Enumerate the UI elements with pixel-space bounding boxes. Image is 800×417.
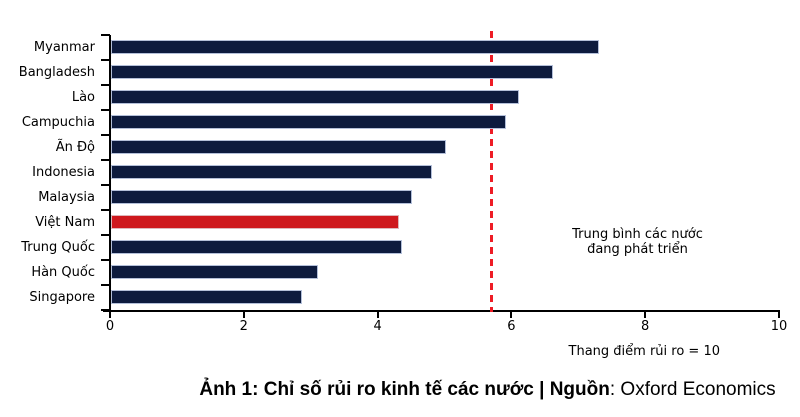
y-axis-tick — [101, 209, 110, 211]
x-tick-label-10: 10 — [770, 319, 788, 334]
y-axis-tick — [101, 184, 110, 186]
bar-indonesia — [111, 165, 433, 179]
category-label-viet-nam: Việt Nam — [35, 214, 95, 230]
bar-lao — [111, 90, 520, 104]
bar-singapore — [111, 290, 302, 304]
category-label-myanmar: Myanmar — [33, 39, 95, 55]
category-label-singapore: Singapore — [29, 289, 95, 305]
y-axis-tick — [101, 234, 110, 236]
figure-caption: Ảnh 1: Chỉ số rủi ro kinh tế các nước | … — [0, 377, 800, 403]
annotation-line-1: Trung bình các nước — [572, 227, 703, 242]
annotation-line-2: đang phát triển — [587, 242, 688, 257]
y-axis-tick — [101, 284, 110, 286]
bar-campuchia — [111, 115, 506, 129]
caption-source: : Oxford Economics — [609, 379, 776, 400]
x-tick-label-6: 6 — [507, 319, 516, 334]
category-label-trung-quoc: Trung Quốc — [21, 239, 95, 255]
bar-trung-quoc — [111, 240, 402, 254]
y-axis-tick — [101, 59, 110, 61]
x-axis-tick — [778, 310, 780, 318]
bar-an-o — [111, 140, 446, 154]
bar-viet-nam — [111, 215, 399, 229]
bar-myanmar — [111, 40, 600, 54]
bar-malaysia — [111, 190, 413, 204]
y-axis-tick — [101, 34, 110, 36]
y-axis-tick — [101, 259, 110, 261]
category-label-malaysia: Malaysia — [38, 189, 95, 205]
category-label-indonesia: Indonesia — [32, 164, 95, 180]
x-tick-label-4: 4 — [373, 319, 382, 334]
bar-bangladesh — [111, 65, 553, 79]
y-axis-tick — [101, 109, 110, 111]
x-axis-tick — [510, 310, 513, 318]
x-axis-line — [103, 310, 779, 312]
x-tick-label-2: 2 — [239, 319, 248, 334]
y-axis-tick — [101, 159, 110, 161]
scale-note: Thang điểm rủi ro = 10 — [568, 344, 720, 359]
category-label-bangladesh: Bangladesh — [18, 64, 95, 80]
category-label-han-quoc: Hàn Quốc — [31, 264, 95, 280]
category-label-an-o: Ãn Độ — [55, 139, 95, 155]
x-axis-tick — [109, 310, 111, 318]
reference-line-annotation: Trung bình các nước đang phát triển — [555, 227, 720, 257]
x-axis-tick — [644, 310, 647, 318]
y-axis-tick — [101, 134, 110, 136]
category-label-campuchia: Campuchia — [21, 114, 95, 130]
plot-area: 0 2 4 6 8 10 — [101, 31, 787, 334]
caption-title: Ảnh 1: Chỉ số rủi ro kinh tế các nước | … — [199, 379, 610, 400]
y-axis-tick — [101, 84, 110, 86]
x-tick-label-0: 0 — [105, 319, 115, 334]
x-tick-label-8: 8 — [641, 319, 650, 334]
reference-line — [490, 31, 494, 312]
y-axis-line — [109, 35, 111, 312]
bar-han-quoc — [111, 265, 319, 279]
x-axis-tick — [376, 310, 379, 318]
x-axis-tick — [242, 310, 245, 318]
category-label-lao: Lào — [71, 89, 95, 105]
y-axis-tick — [101, 309, 110, 311]
